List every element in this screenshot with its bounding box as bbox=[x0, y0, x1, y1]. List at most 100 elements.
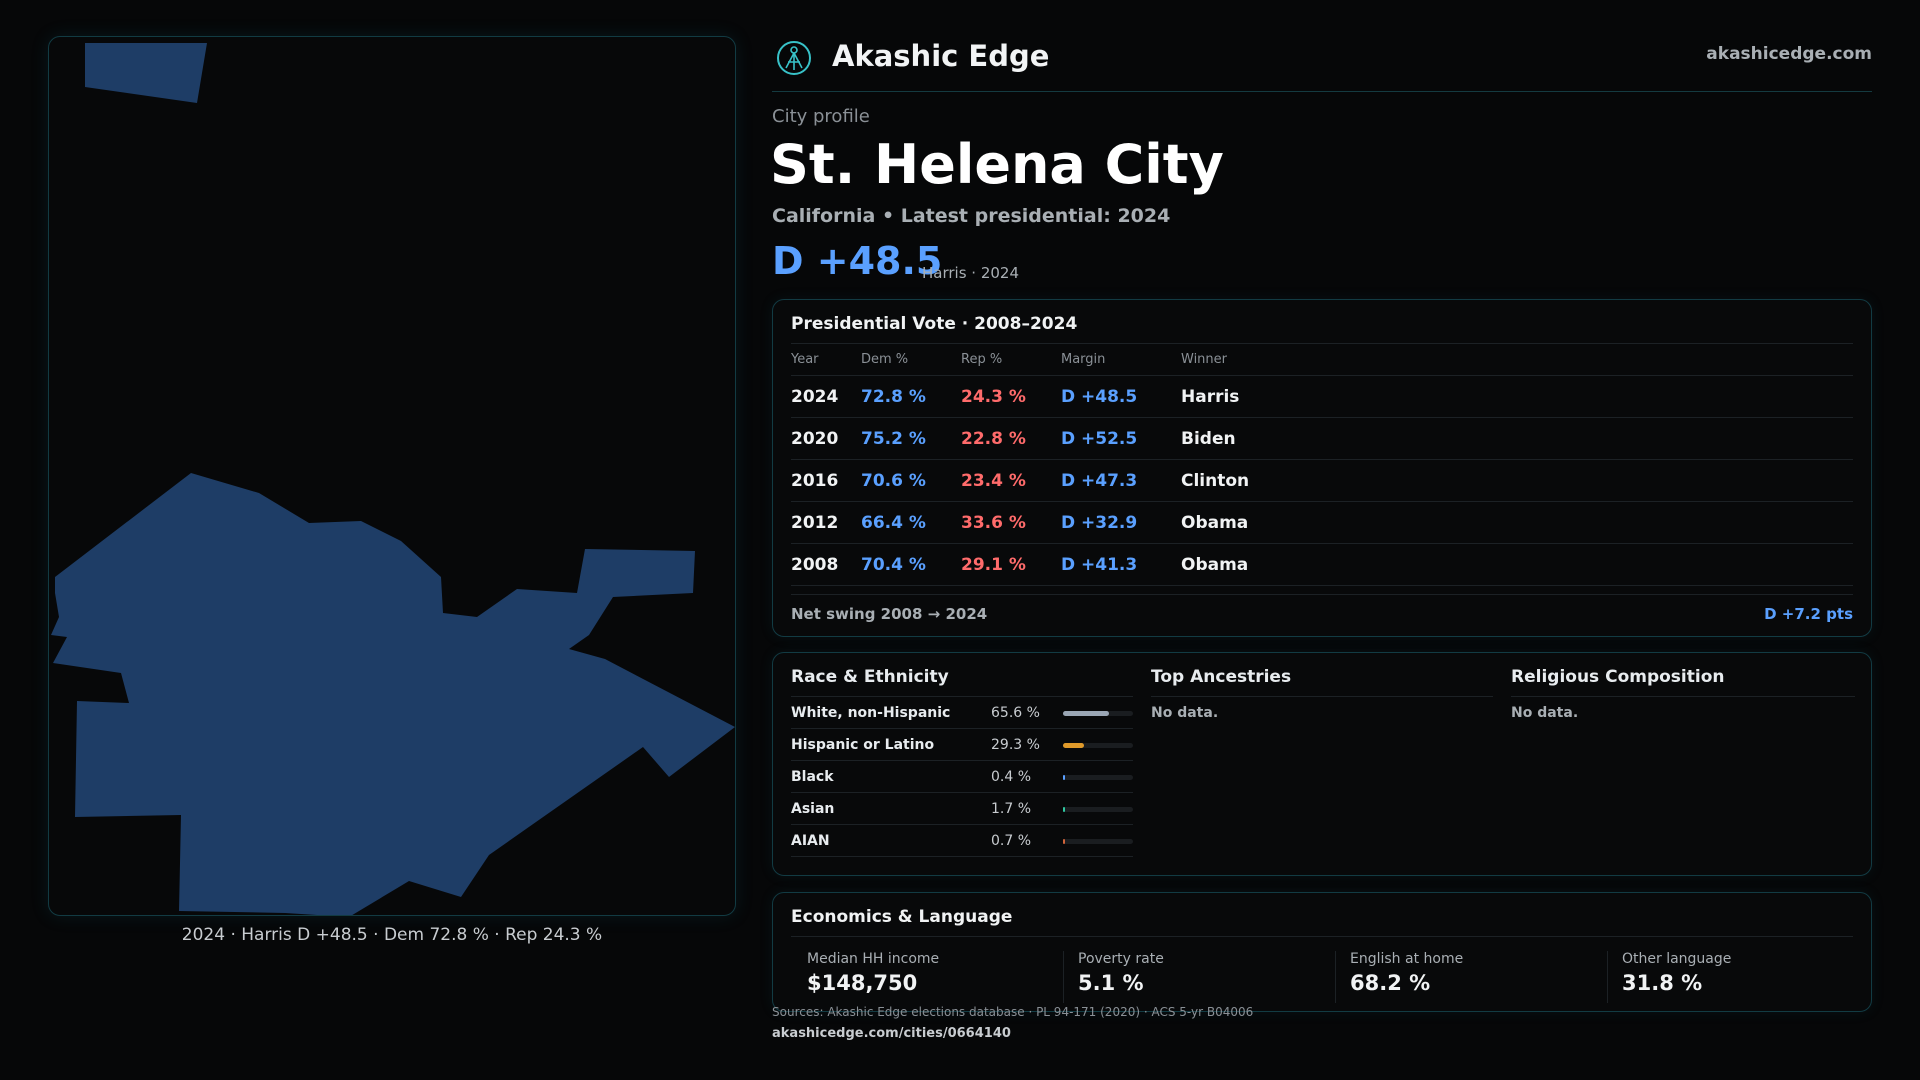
stat-value: 68.2 % bbox=[1350, 971, 1431, 995]
col-header-year: Year bbox=[791, 352, 819, 367]
cell-dem: 66.4 % bbox=[861, 513, 926, 533]
brand-name[interactable]: Akashic Edge bbox=[832, 39, 1050, 73]
race-bar-fill bbox=[1063, 839, 1065, 844]
map-parcel-north bbox=[85, 43, 207, 103]
race-percent: 29.3 % bbox=[991, 737, 1040, 753]
race-row: Asian 1.7 % bbox=[791, 793, 1133, 825]
cell-rep: 23.4 % bbox=[961, 471, 1026, 491]
stat-poverty-rate: Poverty rate 5.1 % bbox=[1078, 951, 1348, 1011]
race-ethnicity-title: Race & Ethnicity bbox=[791, 667, 1133, 697]
race-percent: 0.4 % bbox=[991, 769, 1032, 785]
race-bar-fill bbox=[1063, 775, 1065, 780]
cell-year: 2012 bbox=[791, 513, 839, 533]
cell-rep: 29.1 % bbox=[961, 555, 1026, 575]
cell-winner: Biden bbox=[1181, 429, 1236, 449]
table-row: 2020 75.2 % 22.8 % D +52.5 Biden bbox=[791, 418, 1853, 460]
map-boundary-main bbox=[51, 473, 735, 915]
race-row: White, non-Hispanic 65.6 % bbox=[791, 697, 1133, 729]
footer-sources: Sources: Akashic Edge elections database… bbox=[772, 1005, 1254, 1019]
race-list: White, non-Hispanic 65.6 % Hispanic or Lat… bbox=[791, 697, 1133, 857]
map-caption: 2024 · Harris D +48.5 · Dem 72.8 % · Rep… bbox=[181, 925, 603, 945]
race-percent: 0.7 % bbox=[991, 833, 1032, 849]
race-row: AIAN 0.7 % bbox=[791, 825, 1133, 857]
race-row: Black 0.4 % bbox=[791, 761, 1133, 793]
race-bar-track bbox=[1063, 807, 1133, 812]
table-row: 2008 70.4 % 29.1 % D +41.3 Obama bbox=[791, 544, 1853, 586]
race-bar-track bbox=[1063, 775, 1133, 780]
economics-title: Economics & Language bbox=[791, 907, 1853, 937]
cell-year: 2020 bbox=[791, 429, 839, 449]
cell-rep: 33.6 % bbox=[961, 513, 1026, 533]
presidential-vote-card: Presidential Vote · 2008–2024 Year Dem %… bbox=[772, 299, 1872, 637]
religion-title: Religious Composition bbox=[1511, 667, 1855, 697]
race-name: Black bbox=[791, 769, 834, 785]
ancestries-title: Top Ancestries bbox=[1151, 667, 1493, 697]
cell-margin: D +47.3 bbox=[1061, 471, 1138, 491]
cell-margin: D +32.9 bbox=[1061, 513, 1138, 533]
race-name: AIAN bbox=[791, 833, 830, 849]
cell-year: 2016 bbox=[791, 471, 839, 491]
demographics-card: Race & Ethnicity White, non-Hispanic 65.6… bbox=[772, 652, 1872, 876]
cell-dem: 75.2 % bbox=[861, 429, 926, 449]
stat-median-income: Median HH income $148,750 bbox=[807, 951, 1077, 1011]
stat-divider bbox=[1607, 951, 1608, 1003]
cell-margin: D +41.3 bbox=[1061, 555, 1138, 575]
city-boundary-map bbox=[51, 43, 735, 915]
race-percent: 1.7 % bbox=[991, 801, 1032, 817]
stat-value: 5.1 % bbox=[1078, 971, 1144, 995]
col-header-rep: Rep % bbox=[961, 352, 1003, 367]
ancestries-empty: No data. bbox=[1151, 705, 1219, 721]
page-title: St. Helena City bbox=[770, 133, 1224, 196]
race-row: Hispanic or Latino 29.3 % bbox=[791, 729, 1133, 761]
net-swing: Net swing 2008 → 2024 D +7.2 pts bbox=[791, 594, 1853, 632]
race-bar-track bbox=[1063, 839, 1133, 844]
latest-margin-note: Harris · 2024 bbox=[922, 264, 1020, 282]
cell-year: 2024 bbox=[791, 387, 839, 407]
stat-value: 31.8 % bbox=[1622, 971, 1703, 995]
col-header-winner: Winner bbox=[1181, 352, 1228, 367]
net-swing-value: D +7.2 pts bbox=[1764, 605, 1853, 623]
table-row: 2024 72.8 % 24.3 % D +48.5 Harris bbox=[791, 376, 1853, 418]
stat-label: Median HH income bbox=[807, 951, 940, 967]
table-header: Year Dem % Rep % Margin Winner bbox=[791, 344, 1853, 376]
site-url-link[interactable]: akashicedge.com bbox=[1706, 44, 1872, 64]
cell-winner: Harris bbox=[1181, 387, 1240, 407]
race-bar-fill bbox=[1063, 807, 1065, 812]
stat-divider bbox=[1063, 951, 1064, 1003]
stat-label: English at home bbox=[1350, 951, 1464, 967]
latest-margin: D +48.5 bbox=[772, 239, 943, 283]
cell-rep: 24.3 % bbox=[961, 387, 1026, 407]
cell-winner: Obama bbox=[1181, 555, 1249, 575]
page-eyebrow: City profile bbox=[772, 106, 870, 127]
race-ethnicity-section: Race & Ethnicity White, non-Hispanic 65.6… bbox=[791, 667, 1133, 857]
table-row: 2016 70.6 % 23.4 % D +47.3 Clinton bbox=[791, 460, 1853, 502]
economics-card: Economics & Language Median HH income $1… bbox=[772, 892, 1872, 1012]
stat-other-language: Other language 31.8 % bbox=[1622, 951, 1892, 1011]
page-subtitle: California • Latest presidential: 2024 bbox=[772, 205, 1171, 227]
race-bar-fill bbox=[1063, 711, 1109, 716]
brand-logo-icon bbox=[777, 41, 811, 75]
race-bar-fill bbox=[1063, 743, 1084, 748]
race-bar-track bbox=[1063, 743, 1133, 748]
col-header-margin: Margin bbox=[1061, 352, 1106, 367]
cell-rep: 22.8 % bbox=[961, 429, 1026, 449]
ancestries-section: Top Ancestries No data. bbox=[1151, 667, 1493, 721]
stat-english-home: English at home 68.2 % bbox=[1350, 951, 1620, 1011]
footer-url-link[interactable]: akashicedge.com/cities/0664140 bbox=[772, 1026, 1011, 1041]
cell-year: 2008 bbox=[791, 555, 839, 575]
cell-dem: 70.6 % bbox=[861, 471, 926, 491]
stat-label: Poverty rate bbox=[1078, 951, 1164, 967]
presidential-vote-title: Presidential Vote · 2008–2024 bbox=[791, 314, 1853, 344]
cell-margin: D +52.5 bbox=[1061, 429, 1138, 449]
cell-winner: Obama bbox=[1181, 513, 1249, 533]
religion-section: Religious Composition No data. bbox=[1511, 667, 1855, 721]
stat-divider bbox=[1335, 951, 1336, 1003]
race-percent: 65.6 % bbox=[991, 705, 1040, 721]
city-map[interactable] bbox=[48, 36, 736, 916]
stat-value: $148,750 bbox=[807, 971, 918, 995]
race-name: Hispanic or Latino bbox=[791, 737, 935, 753]
cell-dem: 70.4 % bbox=[861, 555, 926, 575]
race-bar-track bbox=[1063, 711, 1133, 716]
cell-margin: D +48.5 bbox=[1061, 387, 1138, 407]
cell-dem: 72.8 % bbox=[861, 387, 926, 407]
